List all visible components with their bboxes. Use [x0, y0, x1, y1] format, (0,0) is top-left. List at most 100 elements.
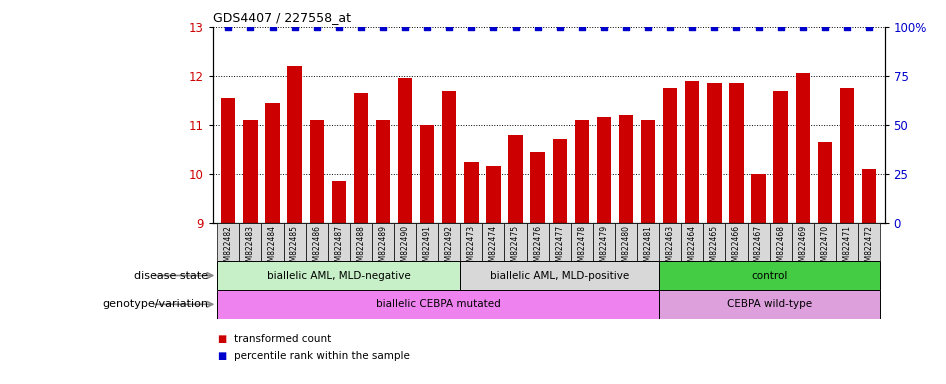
- Text: GSM822482: GSM822482: [224, 225, 233, 270]
- Point: [376, 24, 391, 30]
- Point: [464, 24, 479, 30]
- Bar: [597, 118, 611, 223]
- Text: ■: ■: [218, 351, 227, 361]
- Bar: [619, 115, 633, 223]
- Bar: [663, 88, 677, 223]
- Bar: [549, 223, 570, 261]
- Point: [796, 24, 811, 30]
- Bar: [438, 223, 461, 261]
- Text: GSM822466: GSM822466: [732, 225, 741, 271]
- Text: GSM822464: GSM822464: [688, 225, 697, 271]
- Text: GSM822479: GSM822479: [600, 225, 608, 271]
- Bar: [461, 261, 659, 290]
- Bar: [659, 223, 681, 261]
- Bar: [354, 93, 368, 223]
- Point: [619, 24, 634, 30]
- Bar: [858, 223, 880, 261]
- Bar: [685, 81, 699, 223]
- Bar: [574, 120, 589, 223]
- Point: [662, 24, 677, 30]
- Bar: [817, 142, 832, 223]
- Point: [420, 24, 435, 30]
- Bar: [394, 223, 416, 261]
- Bar: [350, 223, 372, 261]
- Bar: [398, 78, 412, 223]
- Text: GSM822473: GSM822473: [466, 225, 476, 271]
- Bar: [504, 223, 527, 261]
- Bar: [239, 223, 261, 261]
- Bar: [221, 98, 236, 223]
- Bar: [774, 91, 788, 223]
- Bar: [482, 223, 504, 261]
- Bar: [218, 290, 659, 319]
- Bar: [442, 91, 456, 223]
- Text: GSM822474: GSM822474: [489, 225, 498, 271]
- Text: GSM822485: GSM822485: [290, 225, 299, 271]
- Point: [729, 24, 745, 30]
- Bar: [751, 174, 765, 223]
- Bar: [796, 73, 810, 223]
- Point: [839, 24, 854, 30]
- Bar: [814, 223, 836, 261]
- Point: [685, 24, 700, 30]
- Point: [751, 24, 766, 30]
- Bar: [792, 223, 814, 261]
- Point: [331, 24, 346, 30]
- Point: [596, 24, 611, 30]
- Text: GSM822463: GSM822463: [666, 225, 674, 271]
- Bar: [729, 83, 744, 223]
- Text: CEBPA wild-type: CEBPA wild-type: [727, 299, 813, 310]
- Bar: [681, 223, 703, 261]
- Bar: [659, 290, 880, 319]
- Text: GSM822492: GSM822492: [445, 225, 454, 271]
- Text: control: control: [751, 270, 788, 281]
- Text: GSM822469: GSM822469: [798, 225, 807, 271]
- Point: [773, 24, 788, 30]
- Point: [862, 24, 877, 30]
- Point: [486, 24, 501, 30]
- Bar: [726, 223, 747, 261]
- Bar: [527, 223, 549, 261]
- Point: [243, 24, 258, 30]
- Point: [640, 24, 656, 30]
- Point: [397, 24, 412, 30]
- Bar: [637, 223, 659, 261]
- Bar: [747, 223, 770, 261]
- Bar: [309, 120, 324, 223]
- Text: GSM822471: GSM822471: [843, 225, 851, 271]
- Bar: [703, 223, 726, 261]
- Text: GSM822465: GSM822465: [710, 225, 719, 271]
- Text: transformed count: transformed count: [234, 334, 331, 344]
- Point: [353, 24, 368, 30]
- Text: biallelic AML, MLD-positive: biallelic AML, MLD-positive: [490, 270, 629, 281]
- Bar: [552, 139, 567, 223]
- Text: GSM822484: GSM822484: [268, 225, 277, 271]
- Text: GSM822480: GSM822480: [622, 225, 631, 271]
- Text: GSM822481: GSM822481: [643, 225, 653, 270]
- Text: GSM822475: GSM822475: [511, 225, 520, 271]
- Text: GSM822490: GSM822490: [400, 225, 410, 271]
- Bar: [265, 103, 280, 223]
- Text: GSM822487: GSM822487: [334, 225, 343, 271]
- Bar: [508, 135, 523, 223]
- Text: GSM822477: GSM822477: [555, 225, 564, 271]
- Bar: [376, 120, 390, 223]
- Text: GDS4407 / 227558_at: GDS4407 / 227558_at: [213, 11, 351, 24]
- Bar: [531, 152, 545, 223]
- Text: genotype/variation: genotype/variation: [102, 299, 208, 310]
- Bar: [570, 223, 593, 261]
- Text: GSM822478: GSM822478: [577, 225, 587, 271]
- Point: [574, 24, 589, 30]
- Point: [552, 24, 568, 30]
- Text: GSM822467: GSM822467: [754, 225, 763, 271]
- Bar: [261, 223, 284, 261]
- Point: [309, 24, 324, 30]
- Bar: [593, 223, 615, 261]
- Bar: [416, 223, 438, 261]
- Point: [817, 24, 832, 30]
- Bar: [332, 181, 346, 223]
- Bar: [288, 66, 302, 223]
- Bar: [243, 120, 257, 223]
- Text: GSM822488: GSM822488: [357, 225, 365, 270]
- Text: percentile rank within the sample: percentile rank within the sample: [234, 351, 410, 361]
